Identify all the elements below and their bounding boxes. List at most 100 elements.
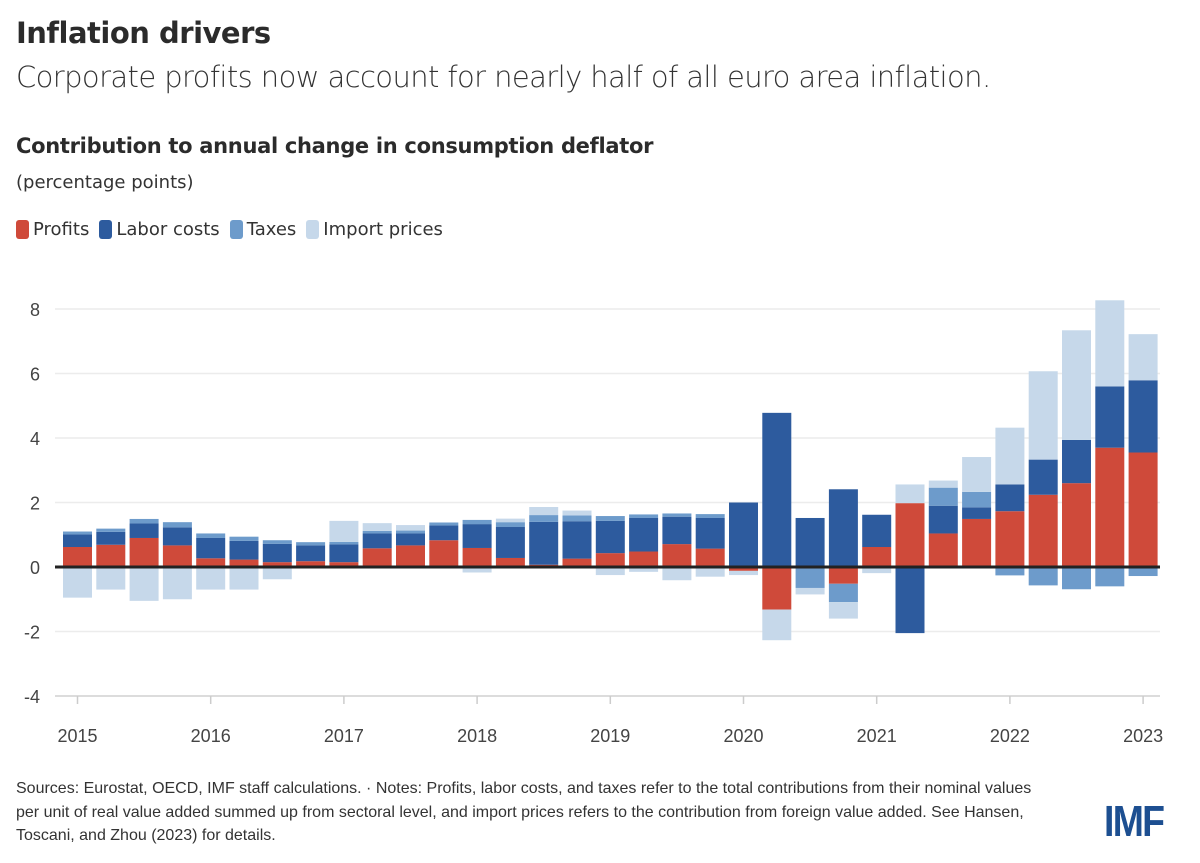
bar-profits <box>595 553 625 567</box>
bar-import-prices <box>529 507 559 516</box>
bar-taxes <box>362 530 392 534</box>
bar-import-prices <box>362 523 392 531</box>
legend-item: Taxes <box>229 219 297 240</box>
bar-taxes <box>396 530 425 534</box>
bar-labor-costs <box>729 502 758 567</box>
bar-import-prices <box>162 567 192 600</box>
bar-labor-costs <box>296 545 326 562</box>
bar-taxes <box>262 540 292 544</box>
bar-profits <box>562 558 592 567</box>
bar-profits <box>962 518 992 567</box>
bar-labor-costs <box>229 540 259 560</box>
y-tick-label: 8 <box>30 300 40 320</box>
bar-taxes <box>229 536 259 541</box>
page-subtitle: Corporate profits now account for nearly… <box>16 60 991 94</box>
bar-labor-costs <box>495 527 525 558</box>
bar-profits <box>1095 447 1125 567</box>
bar-taxes <box>196 533 226 538</box>
chart-title: Contribution to annual change in consump… <box>16 134 654 158</box>
bar-labor-costs <box>962 507 992 519</box>
bar-import-prices <box>862 567 892 574</box>
bar-import-prices <box>895 484 925 504</box>
x-tick-label: 2018 <box>457 726 497 746</box>
bar-profits <box>196 558 226 567</box>
bar-profits <box>629 551 659 567</box>
bar-profits <box>462 547 492 567</box>
bar-labor-costs <box>562 521 592 559</box>
legend-label: Taxes <box>246 219 297 240</box>
bar-labor-costs <box>995 484 1025 512</box>
legend-swatch <box>306 220 320 239</box>
bar-labor-costs <box>1062 439 1091 484</box>
bar-taxes <box>462 519 492 525</box>
bar-profits <box>162 545 192 567</box>
legend-label: Import prices <box>323 219 443 240</box>
bar-labor-costs <box>828 489 858 567</box>
bar-profits <box>995 511 1025 567</box>
bar-taxes <box>63 531 92 535</box>
bar-labor-costs <box>329 544 359 563</box>
bar-labor-costs <box>928 505 958 534</box>
bar-labor-costs <box>629 517 659 552</box>
bar-profits <box>895 503 925 567</box>
bar-profits <box>63 547 92 567</box>
bar-profits <box>362 548 392 567</box>
bar-taxes <box>96 528 126 532</box>
bar-profits <box>495 557 525 567</box>
bar-import-prices <box>595 567 625 576</box>
bar-taxes <box>995 567 1025 576</box>
bar-labor-costs <box>895 567 925 634</box>
bar-profits <box>729 567 758 571</box>
bar-profits <box>96 544 126 567</box>
bar-import-prices <box>396 525 425 531</box>
bar-profits <box>129 537 159 567</box>
bar-labor-costs <box>762 412 792 567</box>
bar-taxes <box>928 487 958 506</box>
bar-taxes <box>595 516 625 521</box>
bar-import-prices <box>462 567 492 573</box>
bar-labor-costs <box>529 521 559 565</box>
bar-import-prices <box>695 567 725 577</box>
bar-profits <box>396 545 425 567</box>
bar-import-prices <box>629 567 659 572</box>
bar-taxes <box>529 515 559 522</box>
bar-profits <box>695 548 725 567</box>
x-tick-label: 2022 <box>990 726 1030 746</box>
bar-labor-costs <box>695 517 725 549</box>
bar-profits <box>229 559 259 567</box>
x-tick-label: 2015 <box>57 726 97 746</box>
y-tick-label: -2 <box>24 623 40 643</box>
bar-labor-costs <box>429 525 459 541</box>
x-tick-label: 2016 <box>191 726 231 746</box>
y-tick-label: 0 <box>30 558 40 578</box>
x-tick-label: 2020 <box>723 726 763 746</box>
bar-profits <box>329 562 359 567</box>
chart-units: (percentage points) <box>16 172 194 193</box>
bar-labor-costs <box>795 517 825 567</box>
bar-taxes <box>962 491 992 508</box>
bar-taxes <box>1062 567 1091 590</box>
bar-import-prices <box>63 567 92 598</box>
bar-import-prices <box>329 520 359 542</box>
bar-import-prices <box>129 567 159 601</box>
bar-labor-costs <box>196 537 226 559</box>
legend-item: Import prices <box>306 219 443 240</box>
bar-import-prices <box>828 602 858 619</box>
bar-taxes <box>795 567 825 588</box>
bar-labor-costs <box>1095 386 1125 448</box>
bar-import-prices <box>229 567 259 590</box>
bar-profits <box>828 567 858 584</box>
bar-profits <box>862 547 892 567</box>
imf-logo: IMF <box>1104 797 1165 846</box>
bar-import-prices <box>729 570 758 576</box>
bar-labor-costs <box>129 523 159 538</box>
bar-taxes <box>429 522 459 526</box>
bar-labor-costs <box>862 514 892 548</box>
bar-profits <box>1062 483 1091 567</box>
legend-label: Profits <box>33 219 90 240</box>
x-tick-label: 2017 <box>324 726 364 746</box>
y-tick-label: -4 <box>24 687 40 707</box>
bar-import-prices <box>196 567 226 590</box>
bar-import-prices <box>495 518 525 523</box>
